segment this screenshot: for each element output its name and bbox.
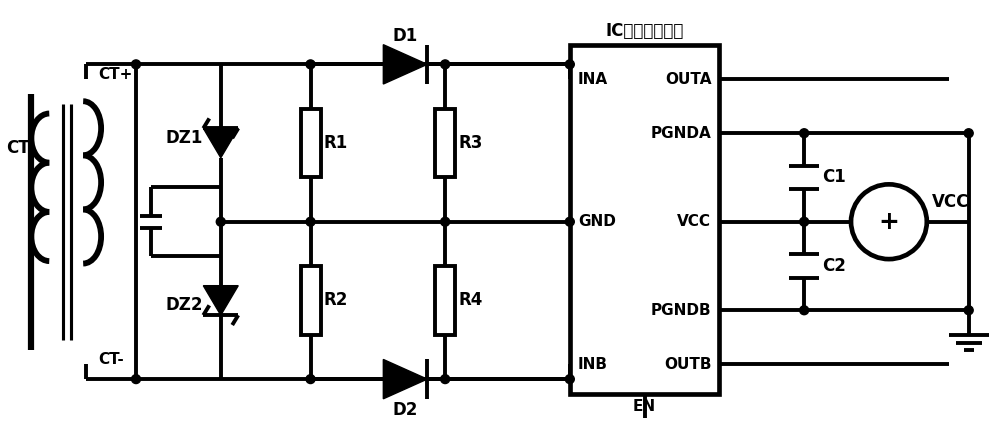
Circle shape [800,218,809,226]
Bar [301,109,320,178]
Circle shape [216,218,225,226]
Text: D2: D2 [393,401,418,419]
Text: GND: GND [578,214,616,229]
Circle shape [800,129,809,138]
Circle shape [441,60,450,69]
Circle shape [565,375,574,384]
Polygon shape [203,286,238,315]
Text: CT+: CT+ [98,67,132,82]
Circle shape [132,375,141,384]
Text: EN: EN [633,399,656,414]
Circle shape [306,375,315,384]
Circle shape [441,375,450,384]
Bar [301,266,320,335]
Text: OUTA: OUTA [665,72,711,86]
Bar [570,45,719,394]
Bar [435,266,455,335]
Text: R1: R1 [323,134,348,152]
Text: CT: CT [6,139,30,157]
Text: D1: D1 [393,27,418,45]
Polygon shape [383,360,427,399]
Text: R4: R4 [458,291,482,310]
Circle shape [565,60,574,69]
Circle shape [964,129,973,138]
Circle shape [565,218,574,226]
Text: OUTB: OUTB [664,357,711,372]
Bar [435,109,455,178]
Text: DZ2: DZ2 [166,296,203,314]
Text: VCC: VCC [932,193,969,211]
Text: IC（驱动芯片）: IC（驱动芯片） [605,22,684,40]
Circle shape [306,60,315,69]
Text: PGNDB: PGNDB [651,303,711,318]
Circle shape [964,306,973,315]
Text: INB: INB [578,357,608,372]
Text: R2: R2 [323,291,348,310]
Circle shape [800,306,809,315]
Circle shape [306,218,315,226]
Circle shape [132,60,141,69]
Text: INA: INA [578,72,608,86]
Circle shape [441,218,450,226]
Polygon shape [203,128,238,158]
Polygon shape [383,45,427,84]
Text: PGNDA: PGNDA [651,126,711,141]
Text: +: + [878,210,899,234]
Text: C2: C2 [822,257,846,275]
Text: VCC: VCC [677,214,711,229]
Text: R3: R3 [458,134,482,152]
Text: C1: C1 [822,168,846,187]
Text: DZ1: DZ1 [166,129,203,147]
Text: CT-: CT- [98,352,124,367]
